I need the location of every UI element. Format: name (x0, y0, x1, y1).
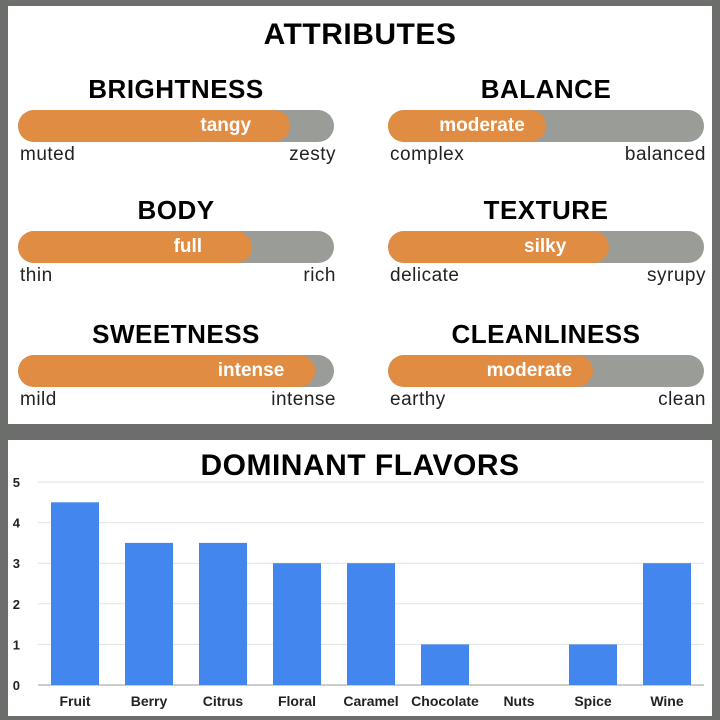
attribute-value: tangy (200, 115, 252, 136)
attribute-fill (18, 231, 252, 263)
attribute-value: moderate (439, 115, 525, 136)
attribute-track: moderate (388, 110, 704, 142)
bar-floral (273, 563, 321, 685)
attribute-value: intense (217, 360, 285, 381)
bar-wine (643, 563, 691, 685)
attribute-low-label: mild (20, 389, 57, 410)
attribute-name: BRIGHTNESS (88, 74, 264, 104)
attribute-low-label: thin (20, 265, 53, 286)
attribute-low-label: muted (20, 144, 76, 165)
attribute-name: TEXTURE (483, 195, 609, 225)
bar-caramel (347, 563, 395, 685)
y-tick-label: 5 (13, 475, 20, 490)
attribute-low-label: complex (390, 144, 465, 165)
flavors-panel: DOMINANT FLAVORS 0 1 2 3 4 5 Fruit Berry Citrus F… (8, 440, 712, 716)
bar-citrus (199, 542, 247, 685)
attribute-high-label: rich (303, 265, 336, 286)
x-tick-label: Fruit (59, 693, 90, 709)
y-tick-label: 3 (13, 556, 20, 571)
attribute-name: SWEETNESS (92, 319, 260, 349)
attribute-track: full (18, 231, 334, 263)
x-tick-label: Nuts (503, 693, 534, 709)
x-tick-label: Wine (650, 693, 684, 709)
attributes-title: ATTRIBUTES (263, 18, 457, 51)
x-tick-label: Caramel (343, 693, 398, 709)
attributes-panel: ATTRIBUTES BRIGHTNESS tangy muted zesty … (8, 6, 712, 424)
attribute-high-label: balanced (624, 144, 706, 165)
attribute-fill (18, 110, 290, 142)
x-tick-label: Floral (278, 693, 316, 709)
attribute-high-label: intense (271, 389, 336, 410)
attribute-track: tangy (18, 110, 334, 142)
attribute-name: CLEANLINESS (451, 319, 641, 349)
y-tick-label: 0 (13, 678, 20, 693)
attribute-fill (388, 355, 594, 387)
attribute-value: full (173, 236, 203, 257)
flavor-bar-chart: 0 1 2 3 4 5 Fruit Berry Citrus Floral Caramel Choco… (13, 475, 704, 709)
attribute-high-label: clean (658, 389, 706, 410)
attribute-name: BALANCE (480, 74, 612, 104)
attribute-high-label: syrupy (647, 265, 706, 286)
x-tick-label: Spice (574, 693, 612, 709)
attribute-track: intense (18, 355, 334, 387)
x-tick-label: Berry (131, 693, 168, 709)
attribute-fill (18, 355, 316, 387)
bar-fruit (51, 502, 99, 685)
x-tick-label: Citrus (203, 693, 244, 709)
attribute-low-label: earthy (390, 389, 446, 410)
attribute-value: moderate (486, 360, 573, 381)
attribute-name: BODY (137, 195, 215, 225)
attribute-low-label: delicate (390, 265, 460, 286)
bar-spice (569, 644, 617, 685)
attribute-value: silky (524, 236, 567, 257)
attribute-track: silky (388, 231, 704, 263)
attribute-high-label: zesty (289, 144, 336, 165)
y-tick-label: 1 (13, 637, 20, 652)
chart-title: DOMINANT FLAVORS (200, 449, 520, 482)
x-tick-label: Chocolate (411, 693, 479, 709)
y-tick-label: 2 (13, 597, 20, 612)
bar-berry (125, 542, 173, 685)
y-tick-label: 4 (13, 516, 21, 531)
attribute-fill (388, 110, 546, 142)
bar-chocolate (421, 644, 469, 685)
attribute-track: moderate (388, 355, 704, 387)
attribute-fill (388, 231, 610, 263)
